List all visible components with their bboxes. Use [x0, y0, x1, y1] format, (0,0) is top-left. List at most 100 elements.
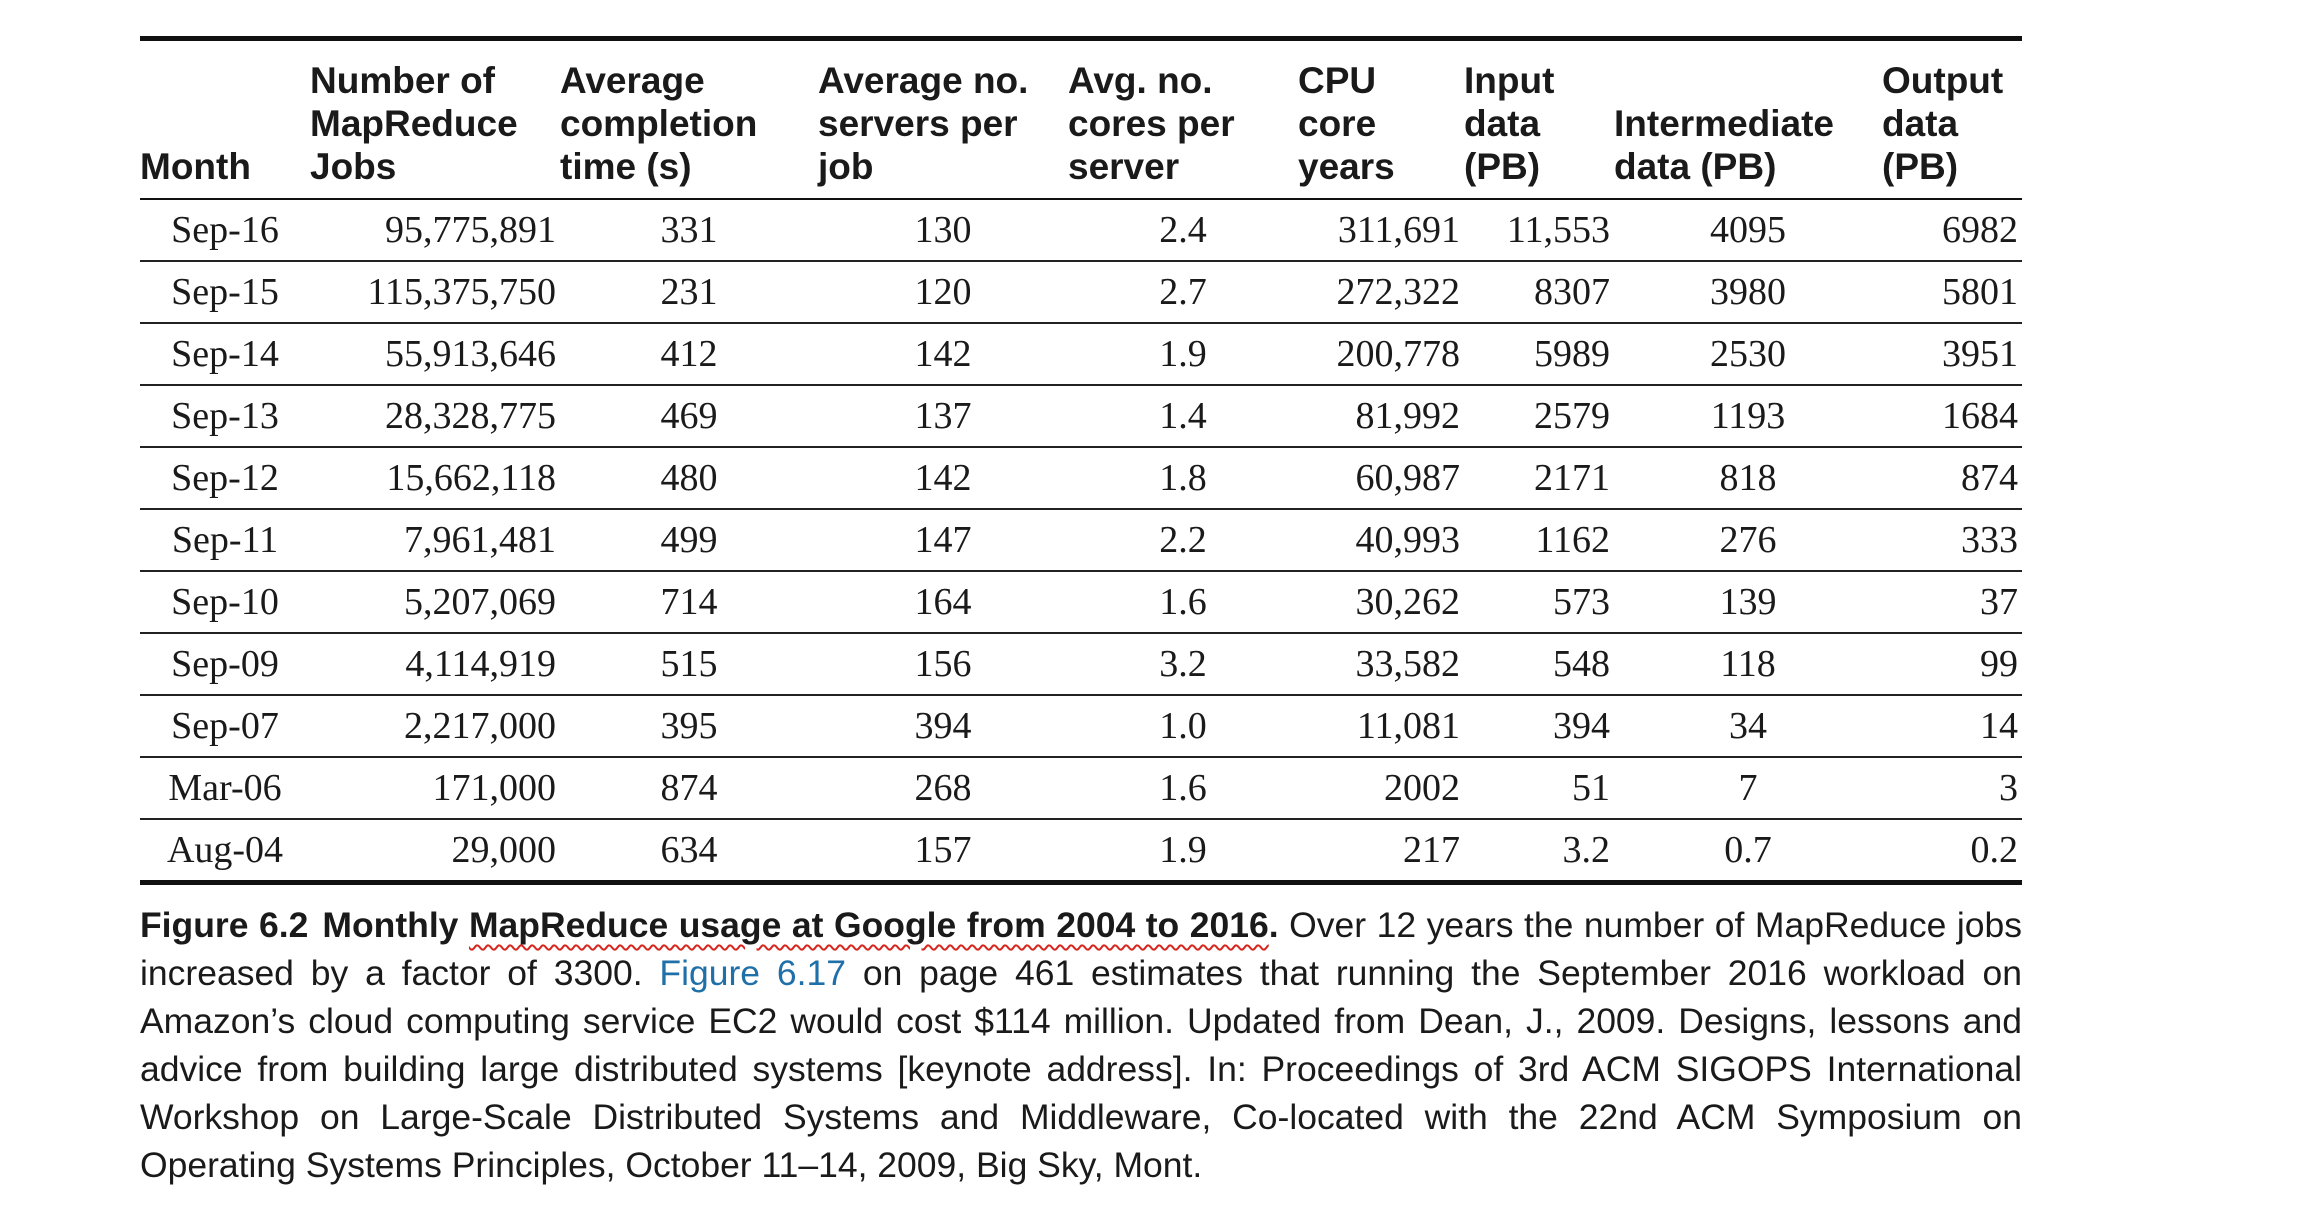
cpu-years-cell: 272,322 [1298, 261, 1464, 324]
output-data-cell: 0.2 [1970, 829, 2019, 871]
intermediate-data-cell: 139 [1614, 571, 1882, 634]
jobs-cell: 15,662,118 [310, 447, 560, 510]
servers-cell: 130 [818, 199, 1068, 262]
month-cell: Aug-04 [166, 829, 284, 871]
table-row: Sep-07 2,217,000 395 394 1.0 11,081 394 34 14 [140, 695, 2022, 758]
output-data-cell: 874 [1882, 447, 2022, 510]
month-cell: Mar-06 [140, 757, 310, 820]
servers-cell: 268 [818, 757, 1068, 820]
intermediate-data-cell: 1193 [1614, 385, 1882, 448]
figure-page: Month Number of MapReduce Jobs Average c… [140, 36, 2022, 1225]
jobs-cell: 171,000 [310, 757, 560, 820]
cpu-years-cell: 11,081 [1298, 695, 1464, 758]
header-jobs: Number of MapReduce Jobs [310, 38, 560, 200]
table-row: Sep-16 95,775,891 331 130 2.4 311,691 11,553 40… [140, 199, 2022, 262]
servers-cell: 157 [914, 829, 972, 871]
table-row: Sep-10 5,207,069 714 164 1.6 30,262 573 139 37 [140, 571, 2022, 634]
input-data-cell: 3.2 [1562, 829, 1611, 871]
header-output-data: Output data (PB) [1882, 38, 2022, 200]
cores-cell: 1.6 [1068, 571, 1298, 634]
intermediate-data-cell: 4095 [1614, 199, 1882, 262]
jobs-cell: 115,375,750 [310, 261, 560, 324]
intermediate-data-cell: 0.7 [1724, 829, 1772, 871]
header-intermediate-data: Intermediate data (PB) [1614, 38, 1882, 200]
cpu-years-cell: 81,992 [1298, 385, 1464, 448]
cpu-years-cell: 217 [1403, 829, 1460, 871]
intermediate-data-cell: 118 [1614, 633, 1882, 696]
month-cell: Sep-11 [140, 509, 310, 572]
table-row: Sep-11 7,961,481 499 147 2.2 40,993 1162 276 333 [140, 509, 2022, 572]
figure-title-suffix: . [1268, 905, 1279, 945]
input-data-cell: 2579 [1464, 385, 1614, 448]
servers-cell: 137 [818, 385, 1068, 448]
cores-cell: 2.7 [1068, 261, 1298, 324]
month-cell: Sep-07 [140, 695, 310, 758]
input-data-cell: 573 [1464, 571, 1614, 634]
servers-cell: 156 [818, 633, 1068, 696]
jobs-cell: 5,207,069 [310, 571, 560, 634]
cpu-years-cell: 30,262 [1298, 571, 1464, 634]
cores-cell: 1.4 [1068, 385, 1298, 448]
header-cpu-core-years: CPU core years [1298, 38, 1464, 200]
input-data-cell: 51 [1464, 757, 1614, 820]
jobs-cell: 2,217,000 [310, 695, 560, 758]
month-cell: Sep-16 [140, 199, 310, 262]
input-data-cell: 394 [1464, 695, 1614, 758]
intermediate-data-cell: 3980 [1614, 261, 1882, 324]
intermediate-data-cell: 276 [1614, 509, 1882, 572]
output-data-cell: 99 [1882, 633, 2022, 696]
cores-cell: 1.6 [1068, 757, 1298, 820]
completion-time-cell: 634 [660, 829, 718, 871]
header-month: Month [140, 38, 310, 200]
month-cell: Sep-13 [140, 385, 310, 448]
figure-title: Monthly MapReduce usage at Google from 2… [322, 905, 1278, 945]
caption-text-1: Over 12 years the number of MapReduce jo… [140, 905, 2023, 993]
servers-cell: 394 [818, 695, 1068, 758]
cpu-years-cell: 33,582 [1298, 633, 1464, 696]
table-row: Mar-06 171,000 874 268 1.6 2002 51 7 3 [140, 757, 2022, 820]
caption-text-2: on page 461 estimates that running the S… [140, 953, 2022, 1185]
completion-time-cell: 499 [560, 509, 818, 572]
table-row: Sep-15 115,375,750 231 120 2.7 272,322 8307 398… [140, 261, 2022, 324]
figure-reference-link[interactable]: Figure 6.17 [659, 953, 846, 993]
header-cores-per-server: Avg. no. cores per server [1068, 38, 1298, 200]
table-row: Sep-09 4,114,919 515 156 3.2 33,582 548 118 99 [140, 633, 2022, 696]
completion-time-cell: 469 [560, 385, 818, 448]
intermediate-data-cell: 7 [1614, 757, 1882, 820]
input-data-cell: 1162 [1464, 509, 1614, 572]
mapreduce-usage-table: Month Number of MapReduce Jobs Average c… [140, 36, 2022, 885]
completion-time-cell: 395 [560, 695, 818, 758]
completion-time-cell: 231 [560, 261, 818, 324]
header-servers-per-job: Average no. servers per job [818, 38, 1068, 200]
input-data-cell: 5989 [1464, 323, 1614, 386]
servers-cell: 164 [818, 571, 1068, 634]
month-cell: Sep-12 [140, 447, 310, 510]
completion-time-cell: 515 [560, 633, 818, 696]
jobs-cell: 55,913,646 [310, 323, 560, 386]
servers-cell: 147 [818, 509, 1068, 572]
completion-time-cell: 412 [560, 323, 818, 386]
completion-time-cell: 331 [560, 199, 818, 262]
input-data-cell: 2171 [1464, 447, 1614, 510]
month-cell: Sep-10 [140, 571, 310, 634]
figure-title-underlined: MapReduce usage at Google from 2004 to 2… [468, 905, 1269, 945]
jobs-cell: 29,000 [451, 829, 557, 871]
cores-cell: 1.0 [1068, 695, 1298, 758]
output-data-cell: 6982 [1882, 199, 2022, 262]
header-completion-time: Average completion time (s) [560, 38, 818, 200]
cores-cell: 3.2 [1068, 633, 1298, 696]
completion-time-cell: 714 [560, 571, 818, 634]
figure-title-prefix: Monthly [322, 905, 469, 945]
jobs-cell: 28,328,775 [310, 385, 560, 448]
completion-time-cell: 480 [560, 447, 818, 510]
table-row: Sep-14 55,913,646 412 142 1.9 200,778 5989 2530… [140, 323, 2022, 386]
servers-cell: 142 [818, 323, 1068, 386]
input-data-cell: 11,553 [1464, 199, 1614, 262]
cpu-years-cell: 311,691 [1298, 199, 1464, 262]
servers-cell: 120 [818, 261, 1068, 324]
table-body: Sep-16 95,775,891 331 130 2.4 311,691 11,553 40… [140, 199, 2022, 883]
header-input-data: Input data (PB) [1464, 38, 1614, 200]
cores-cell: 2.4 [1068, 199, 1298, 262]
jobs-cell: 95,775,891 [310, 199, 560, 262]
output-data-cell: 37 [1882, 571, 2022, 634]
